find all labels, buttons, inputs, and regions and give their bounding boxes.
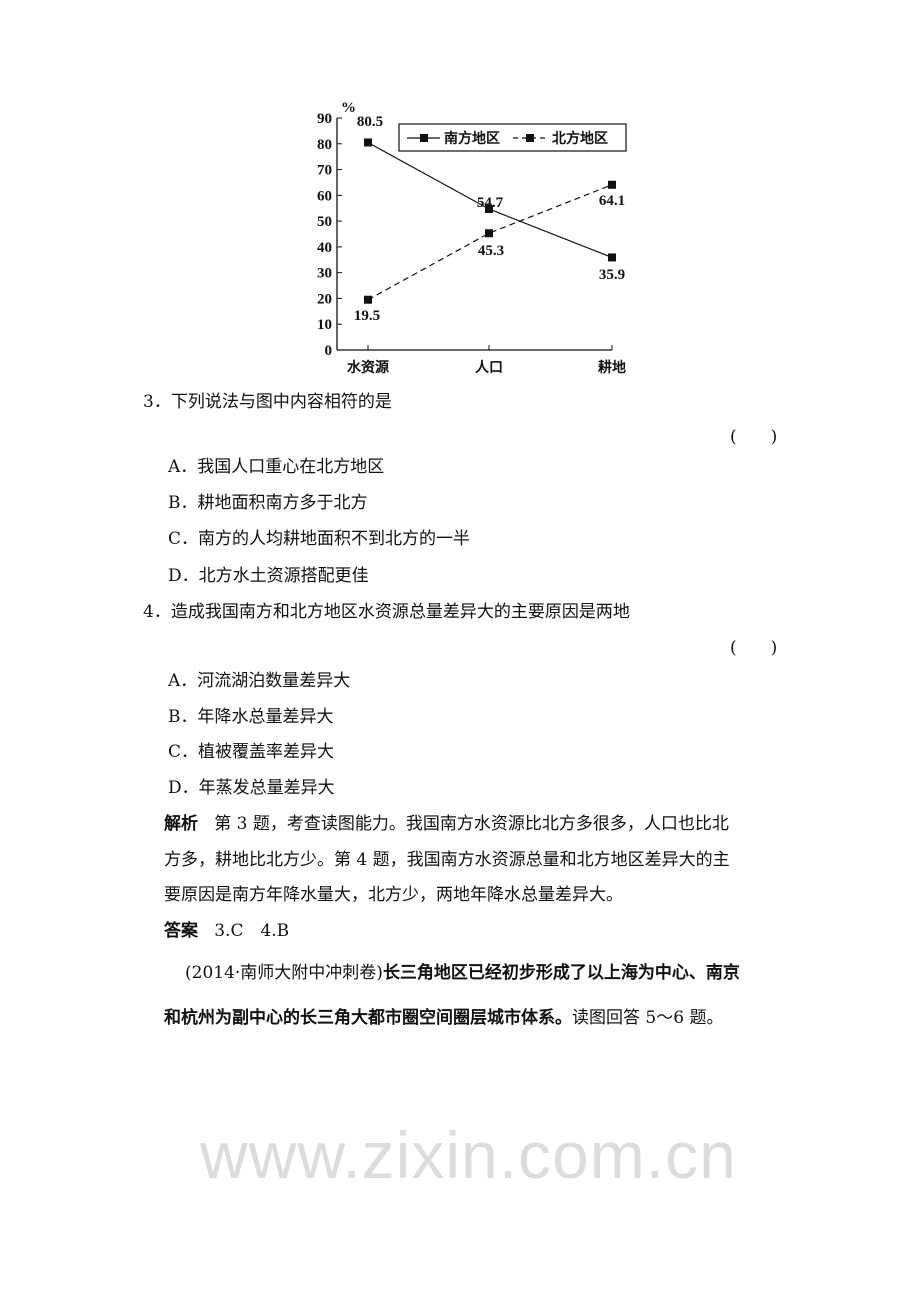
y-tick-label: 30 [317, 266, 332, 282]
analysis-line-1: 解析 第 3 题，考查读图能力。我国南方水资源比北方多很多，人口也比北 [164, 814, 729, 834]
legend-label-north: 北方地区 [552, 130, 608, 147]
answer-label: 答案 [164, 921, 198, 941]
q3-option-a: A．我国人口重心在北方地区 [168, 457, 385, 477]
q3-option-c: C．南方的人均耕地面积不到北方的一半 [168, 529, 471, 549]
legend-marker-north [526, 134, 534, 142]
y-tick-label: 80 [317, 137, 332, 153]
answer-line: 答案 3.C 4.B [164, 921, 289, 941]
data-point-marker [364, 295, 372, 304]
data-point-marker [364, 138, 372, 147]
data-label: 45.3 [478, 243, 504, 259]
q4-option-a: A．河流湖泊数量差异大 [168, 671, 351, 691]
data-point-marker [485, 229, 493, 238]
y-axis-unit: % [341, 100, 356, 116]
q4-option-c: C．植被覆盖率差异大 [168, 742, 335, 762]
y-tick-label: 50 [317, 214, 332, 230]
q4-stem: 4．造成我国南方和北方地区水资源总量差异大的主要原因是两地 [143, 602, 630, 622]
x-tick-label: 人口 [475, 359, 503, 376]
q3-answer-bracket: ( ) [730, 427, 778, 447]
data-label: 35.9 [599, 267, 625, 283]
q3-option-b: B．耕地面积南方多于北方 [168, 493, 368, 513]
y-tick-label: 90 [317, 111, 332, 127]
data-label: 19.5 [354, 308, 380, 324]
intro-text-3: 读图回答 5～6 题。 [572, 1008, 724, 1028]
q3-option-d: D．北方水土资源搭配更佳 [168, 566, 369, 586]
intro-text-1: 长三角地区已经初步形成了以上海为中心、南京 [382, 963, 740, 983]
y-tick-label: 10 [317, 317, 332, 333]
x-tick-label: 耕地 [598, 359, 626, 376]
q3-stem: 3．下列说法与图中内容相符的是 [143, 392, 392, 412]
y-tick-label: 40 [317, 240, 332, 256]
data-point-marker [608, 180, 616, 189]
intro-source: (2014·南师大附中冲刺卷) [185, 963, 383, 983]
analysis-line-3: 要原因是南方年降水量大，北方少，两地年降水总量差异大。 [164, 885, 623, 905]
x-tick-label: 水资源 [347, 359, 389, 376]
data-label: 80.5 [357, 114, 383, 130]
y-tick-label: 0 [325, 343, 333, 359]
q4-option-b: B．年降水总量差异大 [168, 707, 334, 727]
q4-option-d: D．年蒸发总量差异大 [168, 778, 335, 798]
analysis-line-2: 方多，耕地比北方少。第 4 题，我国南方水资源总量和北方地区差异大的主 [164, 850, 730, 870]
watermark: www.zixin.com.cn [200, 1118, 737, 1192]
legend-marker-south [420, 134, 428, 142]
y-tick-label: 60 [317, 188, 332, 204]
data-label: 54.7 [477, 195, 504, 211]
analysis-text-1: 第 3 题，考查读图能力。我国南方水资源比北方多很多，人口也比北 [214, 814, 729, 834]
line-chart: 0 10 20 30 40 50 60 70 80 90% 水资源 人口 耕地 80.5 54.7 35.9 1… [317, 100, 627, 376]
intro-line-1: (2014·南师大附中冲刺卷)长三角地区已经初步形成了以上海为中心、南京 [185, 963, 740, 983]
analysis-label: 解析 [164, 814, 198, 834]
data-label: 64.1 [599, 193, 625, 209]
intro-line-2: 和杭州为副中心的长三角大都市圈空间圈层城市体系。读图回答 5～6 题。 [164, 1008, 723, 1028]
intro-text-2: 和杭州为副中心的长三角大都市圈空间圈层城市体系。 [164, 1008, 572, 1028]
data-point-marker [608, 253, 616, 262]
data-point-marker [485, 204, 493, 213]
y-tick-label: 70 [317, 163, 332, 179]
answer-text: 3.C 4.B [214, 921, 290, 941]
q4-answer-bracket: ( ) [730, 638, 778, 658]
legend-label-south: 南方地区 [444, 130, 500, 147]
y-tick-label: 20 [317, 291, 332, 307]
